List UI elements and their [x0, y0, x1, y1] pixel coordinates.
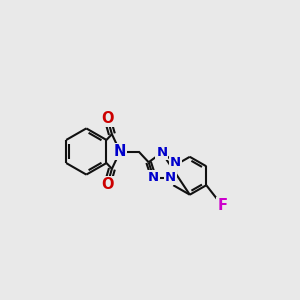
Text: N: N	[114, 144, 126, 159]
Text: N: N	[156, 146, 167, 159]
Text: O: O	[101, 110, 113, 125]
Text: N: N	[169, 156, 181, 169]
Text: O: O	[101, 178, 113, 193]
Text: N: N	[148, 171, 159, 184]
Text: F: F	[217, 198, 227, 213]
Text: N: N	[164, 171, 175, 184]
